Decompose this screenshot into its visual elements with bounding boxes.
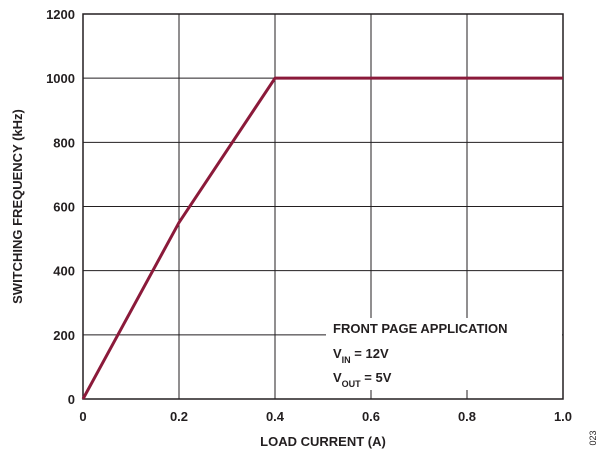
x-tick-label: 0 (79, 409, 86, 424)
vin-value: = 12V (351, 346, 389, 361)
y-tick-label: 1000 (46, 71, 75, 86)
vin-symbol: V (333, 346, 342, 361)
y-tick-label: 1200 (46, 7, 75, 22)
x-tick-labels: 0 0.2 0.4 0.6 0.8 1.0 (79, 409, 572, 424)
vin-subscript: IN (342, 355, 351, 365)
vout-subscript: OUT (342, 379, 362, 389)
vout-value: = 5V (361, 370, 392, 385)
y-tick-labels: 0 200 400 600 800 1000 1200 (46, 7, 75, 407)
plot-frame (82, 13, 564, 400)
annotation-vout: VOUT = 5V (333, 370, 392, 389)
y-tick-label: 400 (53, 264, 75, 279)
annotation-background (326, 318, 562, 390)
x-tick-label: 0.2 (170, 409, 188, 424)
series-line (81, 76, 563, 400)
series-group (81, 76, 563, 400)
y-tick-label: 200 (53, 328, 75, 343)
y-tick-label: 600 (53, 200, 75, 215)
y-tick-label: 800 (53, 135, 75, 150)
annotation-vin: VIN = 12V (333, 346, 389, 365)
annotation-box: FRONT PAGE APPLICATION VIN = 12V VOUT = … (326, 318, 562, 390)
x-tick-label: 0.6 (362, 409, 380, 424)
figure-id: 023 (588, 430, 598, 445)
y-axis-title: SWITCHING FREQUENCY (kHz) (10, 109, 25, 304)
x-tick-label: 1.0 (554, 409, 572, 424)
x-tick-label: 0.8 (458, 409, 476, 424)
y-tick-label: 0 (68, 392, 75, 407)
annotation-title: FRONT PAGE APPLICATION (333, 321, 508, 336)
vout-symbol: V (333, 370, 342, 385)
x-tick-label: 0.4 (266, 409, 285, 424)
x-axis-title: LOAD CURRENT (A) (260, 434, 386, 449)
